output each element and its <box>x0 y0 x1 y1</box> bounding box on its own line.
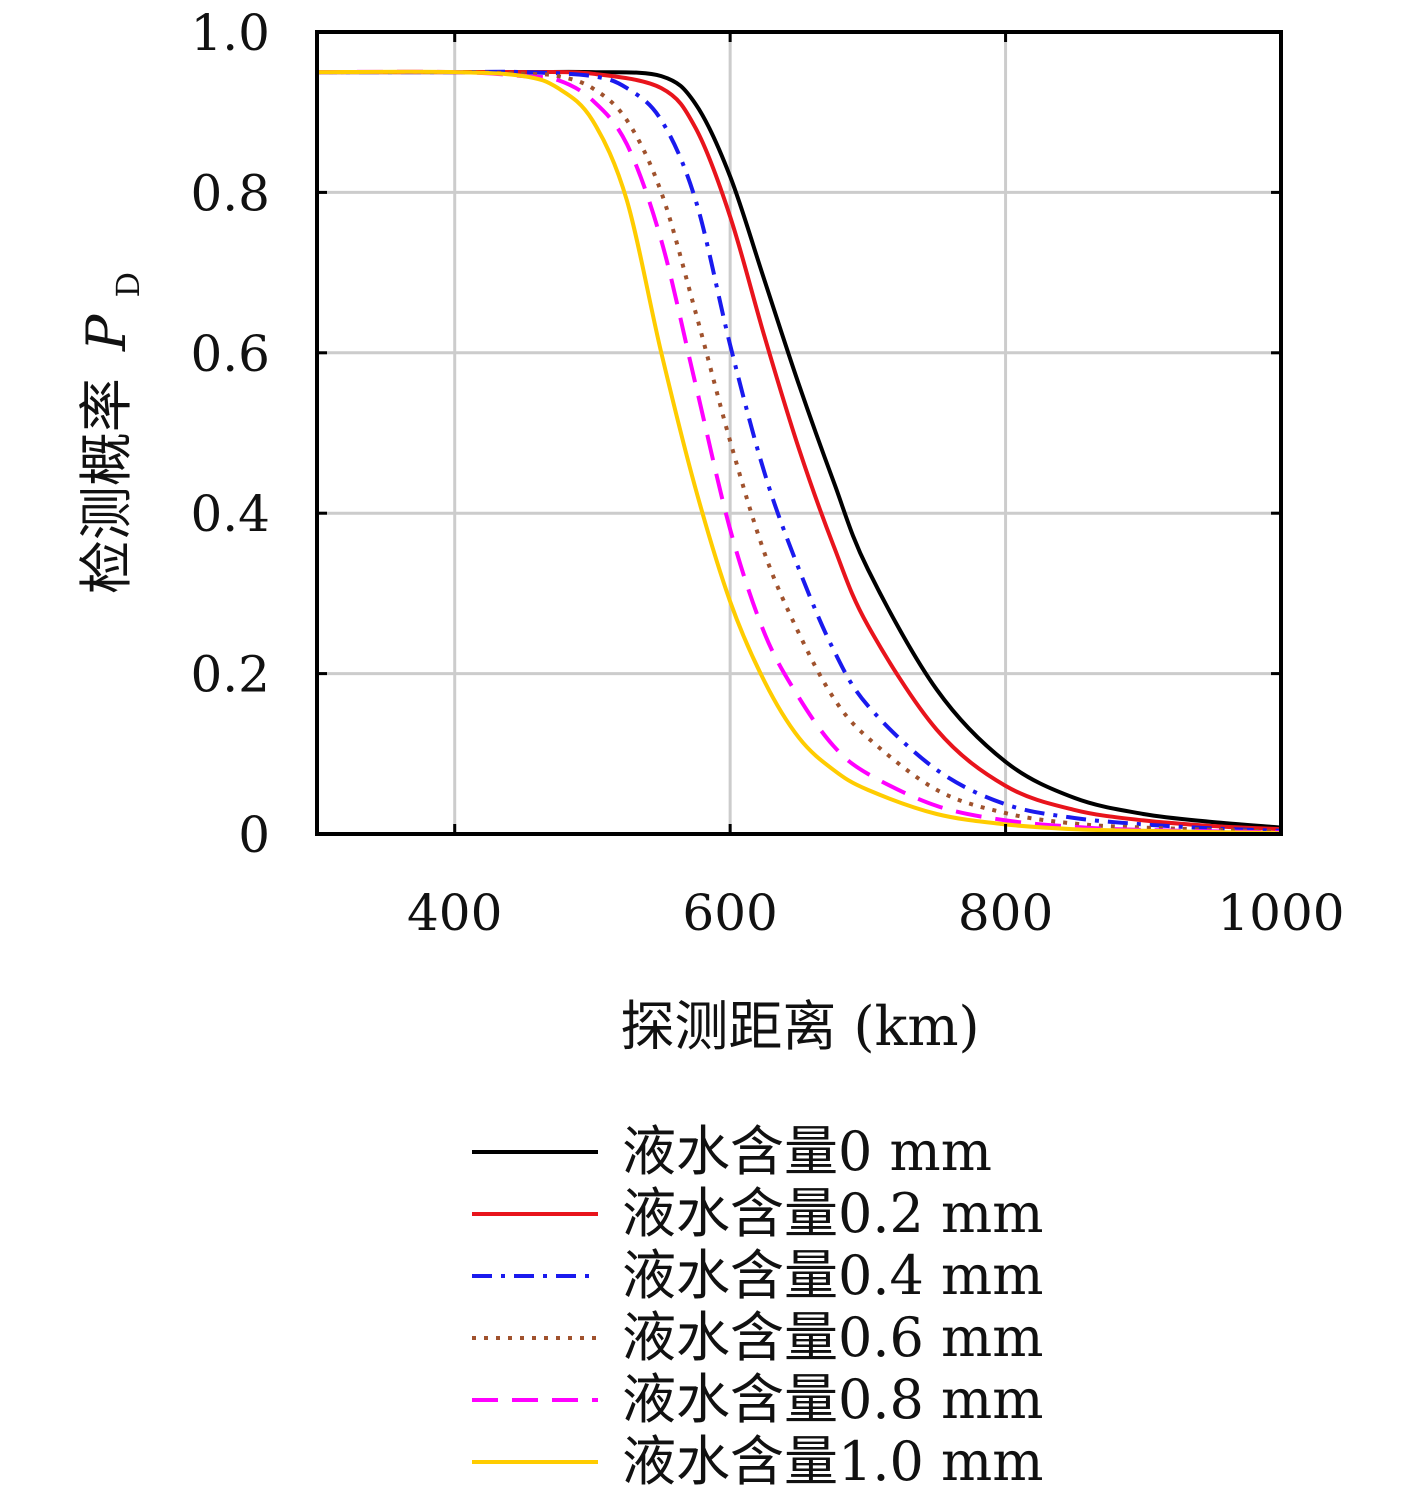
x-axis-title: 探测距离 (km) <box>620 995 979 1058</box>
plot-frame <box>315 30 1283 836</box>
series-line-5 <box>316 69 1282 836</box>
y-tick-label: 0.4 <box>190 485 270 543</box>
series-line-3 <box>316 69 1282 834</box>
y-axis-title-symbol: P <box>75 313 138 352</box>
x-tick-labels: 400 600 800 1000 <box>407 884 1345 942</box>
x-tick-label: 400 <box>407 884 502 942</box>
svg-text:检测概率 P D: 检测概率 P D <box>75 272 147 594</box>
y-tick-label: 0.2 <box>190 646 270 704</box>
y-tick-label: 0.6 <box>190 325 270 383</box>
x-tick-label: 1000 <box>1217 884 1344 942</box>
x-tick-label: 600 <box>682 884 777 942</box>
y-tick-label: 1.0 <box>190 4 270 62</box>
y-axis-title-text: 检测概率 <box>75 378 138 594</box>
legend-label-0: 液水含量0 mm <box>622 1120 992 1183</box>
series-line-4 <box>316 69 1282 835</box>
y-axis-title-subscript: D <box>109 272 147 298</box>
legend-label-1: 液水含量0.2 mm <box>622 1182 1043 1245</box>
plot-series <box>316 69 1282 836</box>
legend-label-2: 液水含量0.4 mm <box>622 1244 1043 1307</box>
legend-label-4: 液水含量0.8 mm <box>622 1368 1043 1431</box>
y-axis-title: 检测概率 P D <box>75 272 147 594</box>
legend-label-5: 液水含量1.0 mm <box>622 1430 1043 1493</box>
y-tick-labels: 0 0.2 0.4 0.6 0.8 1.0 <box>190 4 270 864</box>
series-line-2 <box>316 69 1282 833</box>
series-line-1 <box>316 69 1282 832</box>
grid <box>317 30 1283 836</box>
axis-ticks <box>317 30 1283 836</box>
legend-label-3: 液水含量0.6 mm <box>622 1306 1043 1369</box>
y-tick-label: 0.8 <box>190 164 270 222</box>
x-tick-label: 800 <box>958 884 1053 942</box>
y-tick-label: 0 <box>238 806 270 864</box>
